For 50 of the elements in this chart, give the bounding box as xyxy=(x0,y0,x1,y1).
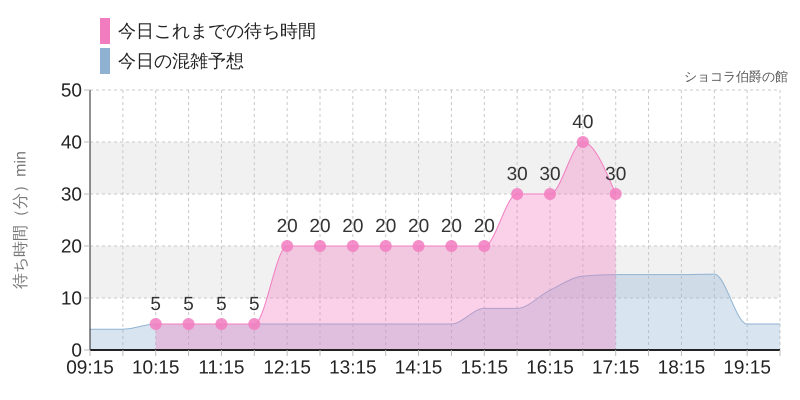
x-tick-label: 13:15 xyxy=(329,357,377,378)
point xyxy=(610,188,622,200)
data-label: 20 xyxy=(408,216,430,237)
data-label: 5 xyxy=(150,294,162,315)
x-tick-label: 17:15 xyxy=(592,357,640,378)
point xyxy=(248,318,260,330)
x-tick-label: 14:15 xyxy=(394,357,442,378)
x-tick-label: 10:15 xyxy=(132,357,180,378)
point xyxy=(445,240,458,252)
point xyxy=(314,240,326,252)
y-tick-label: 40 xyxy=(60,132,82,154)
point xyxy=(182,318,195,330)
y-axis-title: 待ち時間（分）min xyxy=(12,151,30,289)
point xyxy=(150,318,162,330)
point xyxy=(412,240,425,252)
data-label: 20 xyxy=(342,216,364,237)
point xyxy=(380,240,392,252)
data-label: 30 xyxy=(605,164,626,185)
data-label: 20 xyxy=(276,216,298,237)
data-label: 5 xyxy=(248,294,260,315)
data-label: 30 xyxy=(539,164,561,185)
data-label: 20 xyxy=(474,216,495,237)
data-label: 30 xyxy=(506,164,528,185)
point xyxy=(215,318,228,330)
data-label: 20 xyxy=(440,216,462,237)
point xyxy=(281,240,294,252)
point xyxy=(544,188,556,200)
x-tick-label: 11:15 xyxy=(198,357,244,378)
y-tick-label: 20 xyxy=(60,236,82,258)
point xyxy=(511,188,524,200)
y-tick-label: 30 xyxy=(60,184,82,206)
y-tick-label: 50 xyxy=(60,80,82,102)
legend-label: 今日これまでの待ち時間 xyxy=(118,20,316,43)
x-tick-label: 15:15 xyxy=(460,357,508,378)
data-label: 5 xyxy=(183,294,194,315)
x-tick-label: 12:15 xyxy=(263,357,311,378)
point xyxy=(478,240,490,252)
point xyxy=(346,240,359,252)
y-tick-label: 10 xyxy=(60,288,82,310)
x-tick-label: 19:15 xyxy=(723,357,771,378)
point xyxy=(576,136,589,148)
data-label: 20 xyxy=(309,216,331,237)
data-label: 5 xyxy=(216,294,227,315)
data-label: 40 xyxy=(572,112,594,133)
legend-label: 今日の混雑予想 xyxy=(118,50,244,73)
data-label: 20 xyxy=(375,216,396,237)
chart-subtitle: ショコラ伯爵の館 xyxy=(684,68,788,86)
x-tick-label: 09:15 xyxy=(66,357,114,378)
x-tick-label: 18:15 xyxy=(658,357,706,378)
x-tick-label: 16:15 xyxy=(526,357,574,378)
